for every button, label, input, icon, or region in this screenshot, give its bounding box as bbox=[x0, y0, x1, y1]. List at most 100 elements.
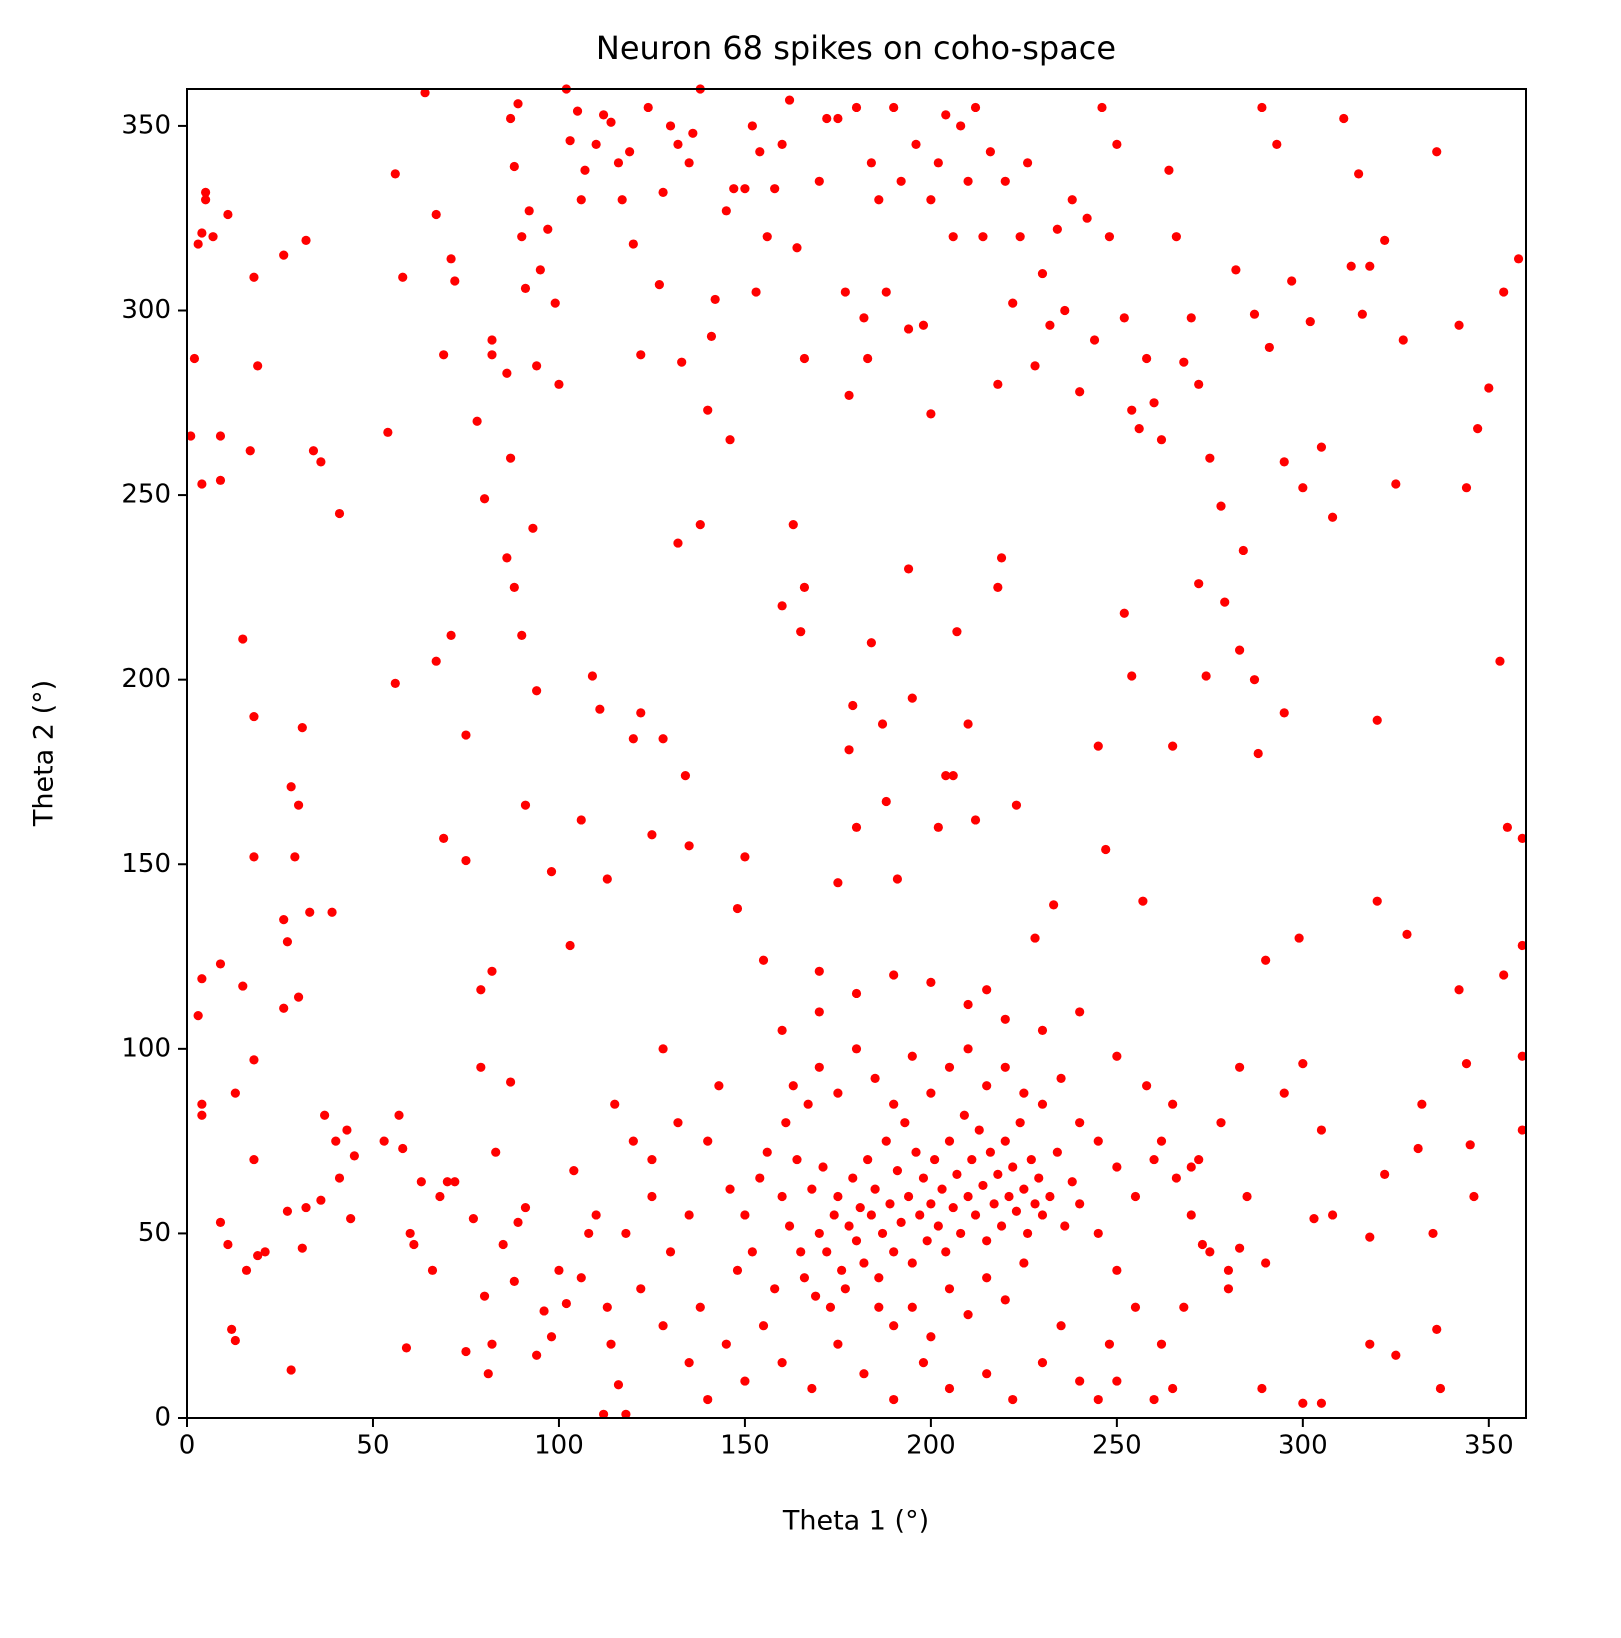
spike-point bbox=[1220, 597, 1230, 607]
spike-point bbox=[1194, 1154, 1204, 1165]
spike-point bbox=[1037, 1099, 1048, 1109]
spike-point bbox=[892, 874, 903, 884]
spike-point bbox=[848, 700, 858, 711]
spike-point bbox=[900, 1118, 910, 1128]
spike-point bbox=[301, 1202, 311, 1213]
spike-point bbox=[1093, 1228, 1103, 1239]
spike-point bbox=[907, 1051, 917, 1061]
spike-point bbox=[479, 1291, 490, 1301]
spike-point bbox=[405, 1228, 415, 1239]
spike-point bbox=[1372, 715, 1382, 725]
spike-point bbox=[565, 940, 575, 951]
spike-point bbox=[680, 771, 691, 781]
spike-point bbox=[1067, 1177, 1077, 1187]
spike-point bbox=[926, 977, 936, 987]
spike-point bbox=[1298, 1059, 1308, 1069]
spike-point bbox=[755, 1173, 765, 1183]
spike-point bbox=[1279, 708, 1289, 718]
spike-point bbox=[420, 88, 430, 98]
spike-point bbox=[1465, 1140, 1475, 1150]
spike-point bbox=[379, 1136, 389, 1146]
spike-point bbox=[1171, 1173, 1181, 1183]
spike-point bbox=[1372, 896, 1382, 906]
spike-point bbox=[985, 147, 996, 157]
spike-point bbox=[476, 1062, 486, 1072]
spike-point bbox=[1034, 1173, 1044, 1183]
spike-point bbox=[643, 102, 653, 113]
spike-point bbox=[498, 1239, 508, 1250]
spike-point bbox=[907, 1258, 917, 1268]
spike-point bbox=[889, 1247, 899, 1257]
spike-point bbox=[1380, 1169, 1390, 1179]
spike-point bbox=[1432, 147, 1442, 157]
spike-point bbox=[1402, 929, 1412, 939]
spike-point bbox=[1130, 1302, 1141, 1312]
spike-point bbox=[520, 1202, 531, 1213]
spike-point bbox=[565, 136, 575, 146]
spike-point bbox=[1235, 1062, 1245, 1072]
spike-point bbox=[963, 1191, 973, 1202]
spike-point bbox=[937, 1184, 947, 1194]
spike-point bbox=[1093, 1136, 1103, 1146]
spike-point bbox=[286, 1365, 296, 1375]
spike-point bbox=[1205, 1247, 1215, 1257]
spike-point bbox=[1022, 158, 1033, 168]
spike-point bbox=[1112, 1162, 1122, 1172]
spike-point bbox=[1517, 1125, 1527, 1135]
spike-point bbox=[316, 1195, 326, 1205]
spike-point bbox=[781, 1118, 791, 1128]
spike-point bbox=[874, 195, 884, 205]
spike-point bbox=[238, 634, 248, 644]
spike-point bbox=[941, 110, 951, 120]
spike-point bbox=[982, 1273, 992, 1283]
spike-point bbox=[918, 1358, 929, 1368]
spike-point bbox=[1015, 232, 1025, 242]
spike-point bbox=[859, 1258, 869, 1268]
spike-point bbox=[1075, 1118, 1085, 1128]
spike-point bbox=[866, 158, 876, 168]
spike-point bbox=[792, 1154, 802, 1165]
spike-point bbox=[1179, 1302, 1189, 1312]
spike-point bbox=[684, 1210, 694, 1220]
spike-point bbox=[505, 453, 516, 463]
spike-point bbox=[1261, 955, 1271, 965]
spike-point bbox=[520, 800, 531, 810]
spike-point bbox=[1391, 1350, 1401, 1360]
spike-point bbox=[1156, 1339, 1167, 1349]
spike-point bbox=[1309, 1214, 1319, 1224]
spike-point bbox=[673, 538, 683, 548]
spike-point bbox=[970, 102, 981, 113]
spike-point bbox=[1149, 1154, 1159, 1165]
spike-point bbox=[658, 734, 668, 744]
spike-point bbox=[848, 1173, 858, 1183]
spike-point bbox=[1216, 501, 1226, 511]
spike-point bbox=[844, 390, 854, 401]
spike-point bbox=[390, 678, 400, 688]
spike-point bbox=[762, 1147, 772, 1157]
y-axis-label: Theta 2 (°) bbox=[29, 680, 60, 827]
spike-point bbox=[1156, 435, 1167, 445]
spike-point bbox=[483, 1369, 493, 1379]
spike-point bbox=[1261, 1258, 1271, 1268]
spike-point bbox=[933, 158, 943, 168]
y-tick-label: 50 bbox=[138, 1218, 171, 1248]
spike-point bbox=[907, 693, 917, 703]
spike-point bbox=[513, 1217, 523, 1227]
spike-point bbox=[829, 1210, 839, 1220]
spike-point bbox=[1060, 305, 1070, 316]
spike-point bbox=[1316, 442, 1327, 452]
spike-point bbox=[1075, 1376, 1085, 1386]
spike-point bbox=[505, 113, 516, 124]
spike-point bbox=[189, 353, 200, 364]
spike-point bbox=[740, 1210, 750, 1220]
spike-point bbox=[952, 627, 962, 637]
spike-point bbox=[621, 1228, 631, 1239]
spike-point bbox=[576, 195, 586, 205]
spike-point bbox=[751, 287, 761, 297]
spike-point bbox=[636, 1284, 646, 1294]
spike-point bbox=[747, 1247, 757, 1257]
spike-point bbox=[1380, 235, 1390, 245]
spike-point bbox=[684, 841, 694, 851]
spike-point bbox=[877, 719, 888, 729]
spike-point bbox=[892, 1166, 903, 1176]
